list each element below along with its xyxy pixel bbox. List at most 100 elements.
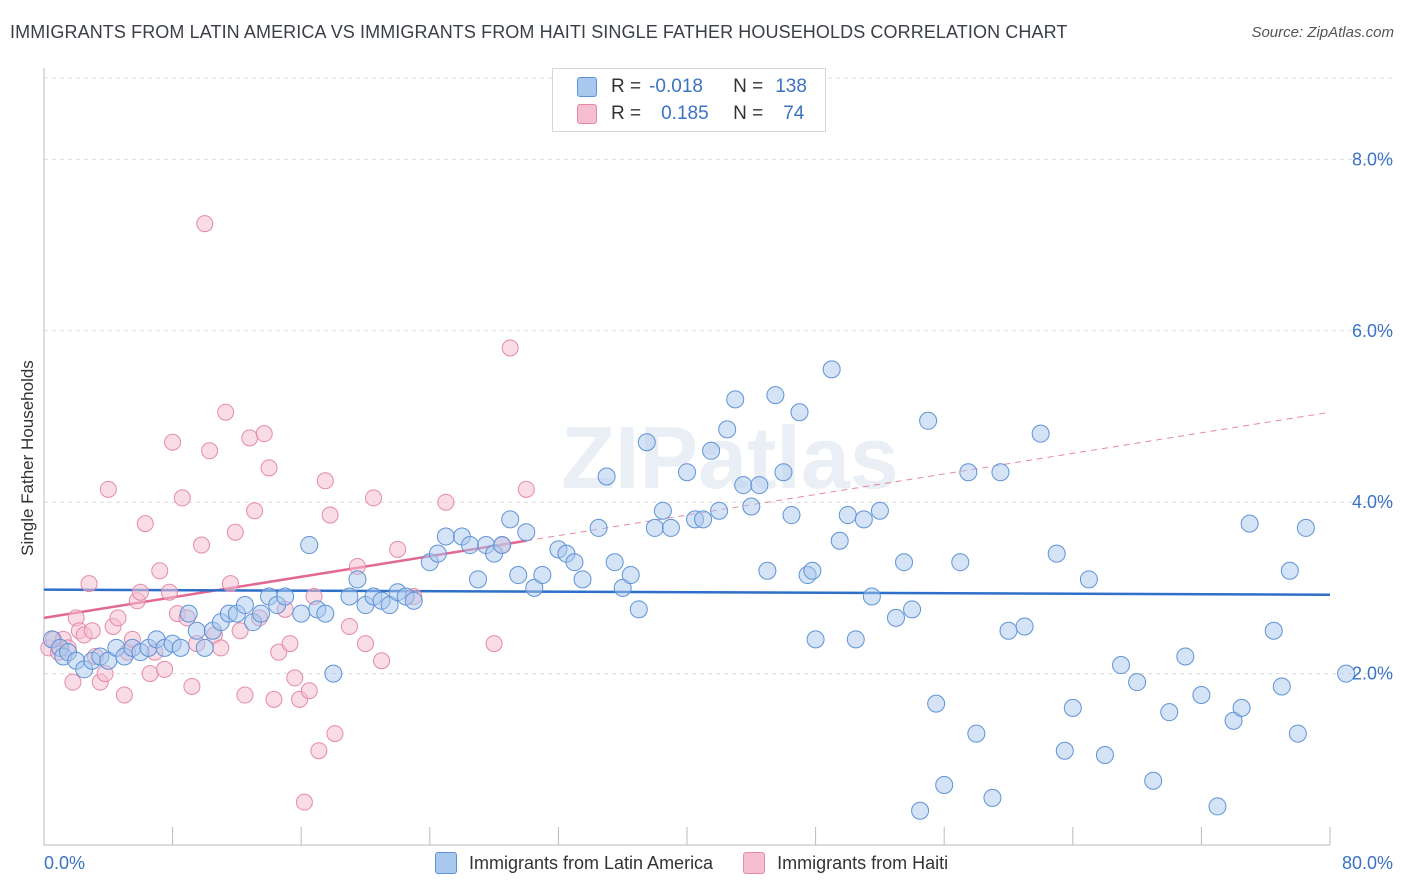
latin-america-point [790, 403, 809, 422]
latin-america-point [340, 587, 359, 606]
latin-america-point [292, 604, 311, 623]
legend-r-label: R = [611, 103, 642, 124]
latin-america-point [1280, 561, 1299, 580]
haiti-point [310, 742, 328, 760]
legend-swatch-blue [577, 77, 597, 97]
latin-america-point [758, 561, 777, 580]
legend-n-label: N = [733, 103, 764, 124]
latin-america-point [509, 566, 528, 585]
tick-labels: 2.0% 4.0% 6.0% 8.0% 0.0% 80.0% [44, 149, 1393, 873]
latin-america-point [645, 518, 664, 537]
latin-america-point [1112, 656, 1131, 675]
latin-america-point [276, 587, 295, 606]
legend-n-value-latin-america: 138 [775, 76, 807, 97]
latin-america-point [1128, 673, 1147, 692]
haiti-point [437, 493, 455, 511]
latin-america-point [959, 463, 978, 482]
latin-america-point [1232, 698, 1251, 717]
latin-america-point [179, 604, 198, 623]
latin-america-point [525, 578, 544, 597]
haiti-point [231, 622, 249, 640]
haiti-point [151, 562, 169, 580]
latin-america-point [803, 561, 822, 580]
series-swatch-pink [743, 852, 766, 874]
latin-america-point [702, 441, 721, 460]
haiti-point [501, 339, 519, 357]
haiti-point [295, 793, 313, 811]
grid-lines [44, 77, 1392, 675]
latin-america-point [316, 604, 335, 623]
latin-america-point [171, 638, 190, 657]
latin-america-point [493, 536, 512, 555]
series-legend-latin-america: Immigrants from Latin America [435, 852, 713, 874]
haiti-point [173, 489, 191, 507]
haiti-point [246, 502, 264, 520]
haiti-point [115, 686, 133, 704]
latin-america-point [629, 600, 648, 619]
latin-america-point [766, 386, 785, 405]
latin-america-point [927, 694, 946, 713]
x-tick-label-max: 80.0% [1342, 853, 1393, 873]
latin-america-point [589, 518, 608, 537]
legend-row-haiti: R = 0.185 N = 74 [577, 102, 804, 126]
latin-america-point [1192, 686, 1211, 705]
haiti-point [373, 652, 391, 670]
haiti-point [300, 682, 318, 700]
latin-america-point [911, 801, 930, 820]
latin-america-point [782, 506, 801, 525]
latin-america-point [886, 608, 905, 627]
latin-america-point [991, 463, 1010, 482]
latin-america-point [919, 411, 938, 430]
latin-america-point [838, 506, 857, 525]
latin-america-point [895, 553, 914, 572]
haiti-point [160, 583, 178, 601]
latin-america-point [935, 776, 954, 795]
latin-america-point [854, 510, 873, 529]
latin-america-point [806, 630, 825, 649]
haiti-point [286, 669, 304, 687]
haiti-point [365, 489, 383, 507]
latin-america-point [774, 463, 793, 482]
haiti-point [193, 536, 211, 554]
legend-r-value-latin-america: -0.018 [649, 76, 703, 97]
haiti-point [80, 575, 98, 593]
latin-america-point [862, 587, 881, 606]
latin-america-point [1288, 724, 1307, 743]
latin-america-point [1208, 797, 1227, 816]
latin-america-point [187, 621, 206, 640]
haiti-point [131, 583, 149, 601]
latin-america-point [324, 664, 343, 683]
latin-america-point [469, 570, 488, 589]
haiti-point [236, 686, 254, 704]
latin-america-point [983, 788, 1002, 807]
haiti-point [136, 515, 154, 533]
latin-america-point [718, 420, 737, 439]
latin-america-point [501, 510, 520, 529]
latin-america-point [742, 497, 761, 516]
legend-r-label: R = [611, 76, 642, 97]
haiti-point [260, 459, 278, 477]
haiti-point [217, 403, 235, 421]
haiti-point [316, 472, 334, 490]
latin-america-point [565, 553, 584, 572]
axes [43, 68, 1331, 846]
latin-america-point [999, 621, 1018, 640]
latin-america-point [1055, 741, 1074, 760]
haiti-point [64, 673, 82, 691]
y-tick-label: 6.0% [1352, 321, 1393, 341]
haiti-point [183, 677, 201, 695]
haiti-point [226, 523, 244, 541]
latin-america-point [380, 596, 399, 615]
legend-n-label: N = [733, 76, 764, 97]
latin-america-point [661, 518, 680, 537]
haiti-point [201, 442, 219, 460]
y-axis-label: Single Father Households [18, 360, 37, 556]
series-swatch-blue [435, 852, 457, 874]
latin-america-point [1079, 570, 1098, 589]
latin-america-point [195, 638, 214, 657]
series-label-haiti: Immigrants from Haiti [777, 852, 949, 873]
latin-america-point [1031, 424, 1050, 443]
haiti-point [485, 635, 503, 653]
haiti-point [326, 725, 344, 743]
